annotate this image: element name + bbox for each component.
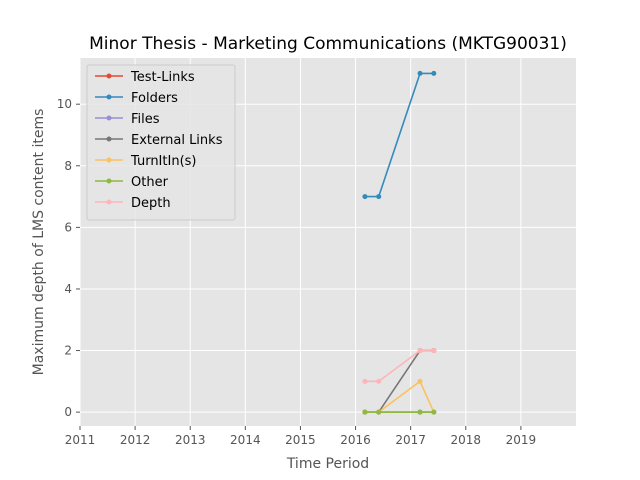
data-point (376, 378, 382, 384)
legend-marker (106, 178, 112, 184)
legend-marker (106, 136, 112, 142)
legend-label: Test-Links (130, 70, 195, 85)
legend-item: Files (95, 112, 160, 127)
x-tick-label: 2016 (340, 433, 371, 447)
legend-label: TurnItIn(s) (130, 154, 196, 169)
legend-frame (86, 64, 236, 221)
x-tick-label: 2018 (451, 433, 482, 447)
legend-label: External Links (131, 133, 223, 148)
series-line (364, 349, 434, 383)
legend-item: TurnItIn(s) (95, 154, 196, 169)
series-other (362, 409, 437, 415)
y-axis-label: Maximum depth of LMS content items (31, 109, 47, 376)
y-tick-label: 10 (57, 97, 72, 111)
x-tick-label: 2014 (230, 433, 261, 447)
data-point (376, 409, 382, 415)
legend-marker (106, 73, 112, 79)
x-tick-label: 2017 (395, 433, 426, 447)
x-tick-label: 2013 (175, 433, 206, 447)
data-point (431, 70, 437, 76)
y-tick-label: 8 (64, 159, 72, 173)
data-point (376, 194, 382, 200)
data-point (431, 348, 437, 354)
legend: Test-Links Folders Files External Links Turn… (86, 64, 236, 221)
legend-item: Folders (95, 91, 178, 106)
series-group (362, 70, 437, 415)
x-tick-label: 2011 (65, 433, 96, 447)
x-axis: 2011 2012 2013 2014 2015 2016 2017 2018 2019 (65, 426, 536, 447)
data-point (417, 378, 423, 384)
data-point (431, 409, 437, 415)
x-axis-label: Time Period (286, 456, 369, 472)
legend-label: Depth (131, 196, 171, 211)
y-tick-label: 2 (64, 344, 72, 358)
data-point (362, 378, 368, 384)
data-point (362, 409, 368, 415)
y-tick-label: 6 (64, 220, 72, 234)
legend-label: Files (131, 112, 160, 127)
data-point (417, 70, 423, 76)
legend-marker (106, 115, 112, 121)
y-axis: 0 2 4 6 8 10 (57, 97, 80, 419)
legend-item: Depth (95, 196, 171, 211)
x-tick-label: 2015 (285, 433, 316, 447)
series-depth (362, 348, 437, 384)
chart-title: Minor Thesis - Marketing Communications … (89, 34, 567, 54)
y-tick-label: 0 (64, 405, 72, 419)
legend-marker (106, 94, 112, 100)
legend-label: Other (131, 175, 169, 190)
data-point (362, 194, 368, 200)
legend-item: External Links (95, 133, 223, 148)
x-tick-label: 2019 (506, 433, 537, 447)
legend-marker (106, 199, 112, 205)
y-tick-label: 4 (64, 282, 72, 296)
x-tick-label: 2012 (120, 433, 151, 447)
legend-item: Other (95, 175, 169, 190)
data-point (417, 409, 423, 415)
legend-item: Test-Links (95, 70, 195, 85)
data-point (417, 348, 423, 354)
series-line (364, 72, 434, 198)
legend-label: Folders (131, 91, 178, 106)
series-folders (362, 70, 437, 200)
legend-marker (106, 157, 112, 163)
